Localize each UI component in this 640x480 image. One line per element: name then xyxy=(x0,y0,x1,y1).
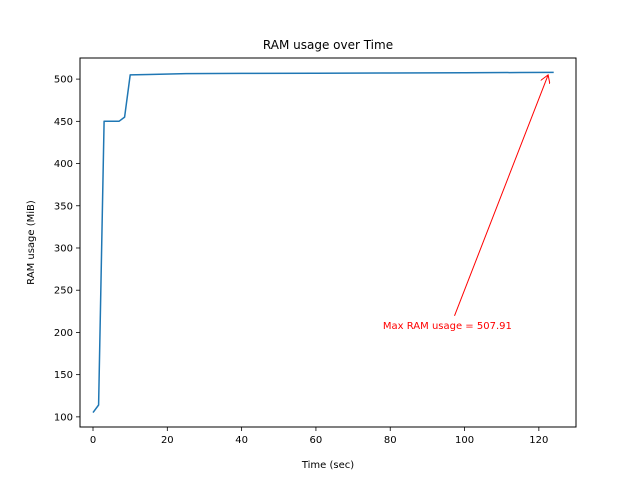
x-tick-label: 20 xyxy=(161,435,174,446)
x-tick-label: 80 xyxy=(384,435,397,446)
annotation-text: Max RAM usage = 507.91 xyxy=(383,321,512,332)
annotation-arrow xyxy=(454,75,549,317)
y-tick-label: 100 xyxy=(54,412,73,423)
y-axis-label: RAM usage (MiB) xyxy=(26,200,37,285)
y-axis: 100 150 200 250 300 350 400 450 500 xyxy=(54,75,80,423)
x-tick-label: 100 xyxy=(455,435,474,446)
y-tick-label: 400 xyxy=(54,159,73,170)
x-axis-label: Time (sec) xyxy=(301,460,354,471)
y-tick-label: 150 xyxy=(54,370,73,381)
x-tick-label: 120 xyxy=(529,435,548,446)
annotations: Max RAM usage = 507.91 xyxy=(383,75,548,332)
y-tick-label: 450 xyxy=(54,117,73,128)
plot-area xyxy=(92,71,554,414)
y-tick-label: 250 xyxy=(54,286,73,297)
series-line-0 xyxy=(92,71,554,414)
x-tick-label: 0 xyxy=(90,435,96,446)
x-tick-label: 40 xyxy=(235,435,248,446)
y-tick-label: 200 xyxy=(54,328,73,339)
x-tick-label: 60 xyxy=(310,435,323,446)
y-tick-label: 350 xyxy=(54,201,73,212)
chart-title: RAM usage over Time xyxy=(263,38,393,52)
y-tick-label: 300 xyxy=(54,243,73,254)
x-axis: 0 20 40 60 80 100 120 xyxy=(90,427,548,446)
y-tick-label: 500 xyxy=(54,75,73,86)
plot-frame xyxy=(79,57,577,428)
